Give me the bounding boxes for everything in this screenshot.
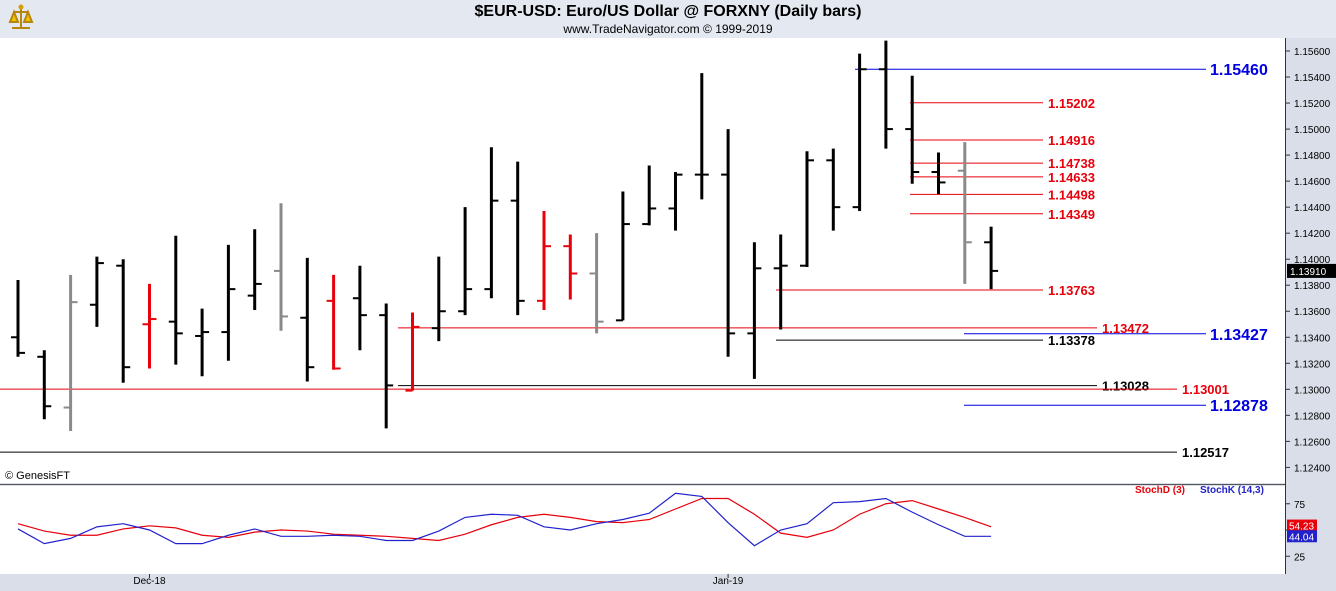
price-tick-label: 1.14800 xyxy=(1294,151,1331,162)
price-tick-label: 1.14600 xyxy=(1294,177,1331,188)
stoch-k-line xyxy=(17,492,992,547)
last-price-label: 1.13910 xyxy=(1290,267,1327,278)
stoch-d-badge xyxy=(1287,519,1317,532)
level-label: 1.13378 xyxy=(1048,333,1095,348)
price-tick-label: 1.13800 xyxy=(1294,281,1331,292)
price-tick-label: 1.14400 xyxy=(1294,203,1331,214)
stoch-d-value: 54.23 xyxy=(1289,522,1314,533)
stoch-k-badge xyxy=(1287,530,1317,543)
price-tick-label: 1.14000 xyxy=(1294,255,1331,266)
level-label: 1.14738 xyxy=(1048,156,1095,171)
logo-icon xyxy=(8,4,34,29)
level-label: 1.14349 xyxy=(1048,207,1095,222)
last-price-badge xyxy=(1287,263,1336,278)
stoch-tick-label: 25 xyxy=(1294,552,1306,563)
x-axis-label: Jan-19 xyxy=(713,576,744,587)
price-tick-label: 1.12600 xyxy=(1294,437,1331,448)
level-label: 1.14498 xyxy=(1048,187,1095,202)
stochastic-panel xyxy=(0,486,1285,574)
level-label: 1.13427 xyxy=(1210,327,1268,344)
credit-label: © GenesisFT xyxy=(5,470,70,482)
level-label: 1.13472 xyxy=(1102,321,1149,336)
level-label: 1.13001 xyxy=(1182,382,1229,397)
price-tick-label: 1.14200 xyxy=(1294,229,1331,240)
legend-stoch-k: StochK (14,3) xyxy=(1200,485,1264,496)
price-tick-label: 1.13400 xyxy=(1294,333,1331,344)
price-tick-label: 1.15200 xyxy=(1294,99,1331,110)
level-label: 1.13028 xyxy=(1102,379,1149,394)
level-label: 1.12517 xyxy=(1182,445,1229,460)
level-label: 1.14633 xyxy=(1048,170,1095,185)
stoch-d-line xyxy=(17,497,992,542)
chart-subtitle: www.TradeNavigator.com © 1999-2019 xyxy=(563,22,773,36)
level-label: 1.14916 xyxy=(1048,133,1095,148)
price-tick-label: 1.15400 xyxy=(1294,73,1331,84)
stoch-tick-label: 75 xyxy=(1294,500,1306,511)
price-tick-label: 1.12400 xyxy=(1294,463,1331,474)
chart-header: $EUR-USD: Euro/US Dollar @ FORXNY (Daily… xyxy=(0,0,1336,38)
stoch-k-value: 44.04 xyxy=(1289,532,1314,543)
price-tick-label: 1.13000 xyxy=(1294,385,1331,396)
chart-title: $EUR-USD: Euro/US Dollar @ FORXNY (Daily… xyxy=(474,3,862,20)
price-panel xyxy=(0,38,1285,483)
price-tick-label: 1.15600 xyxy=(1294,47,1331,58)
level-label: 1.15460 xyxy=(1210,62,1268,79)
level-label: 1.13763 xyxy=(1048,283,1095,298)
legend-stoch-d: StochD (3) xyxy=(1135,485,1185,496)
price-tick-label: 1.15000 xyxy=(1294,125,1331,136)
level-label: 1.12878 xyxy=(1210,398,1268,415)
level-label: 1.15202 xyxy=(1048,96,1095,111)
price-tick-label: 1.13200 xyxy=(1294,359,1331,370)
price-tick-label: 1.12800 xyxy=(1294,411,1331,422)
x-axis-label: Dec-18 xyxy=(133,576,166,587)
price-tick-label: 1.13600 xyxy=(1294,307,1331,318)
